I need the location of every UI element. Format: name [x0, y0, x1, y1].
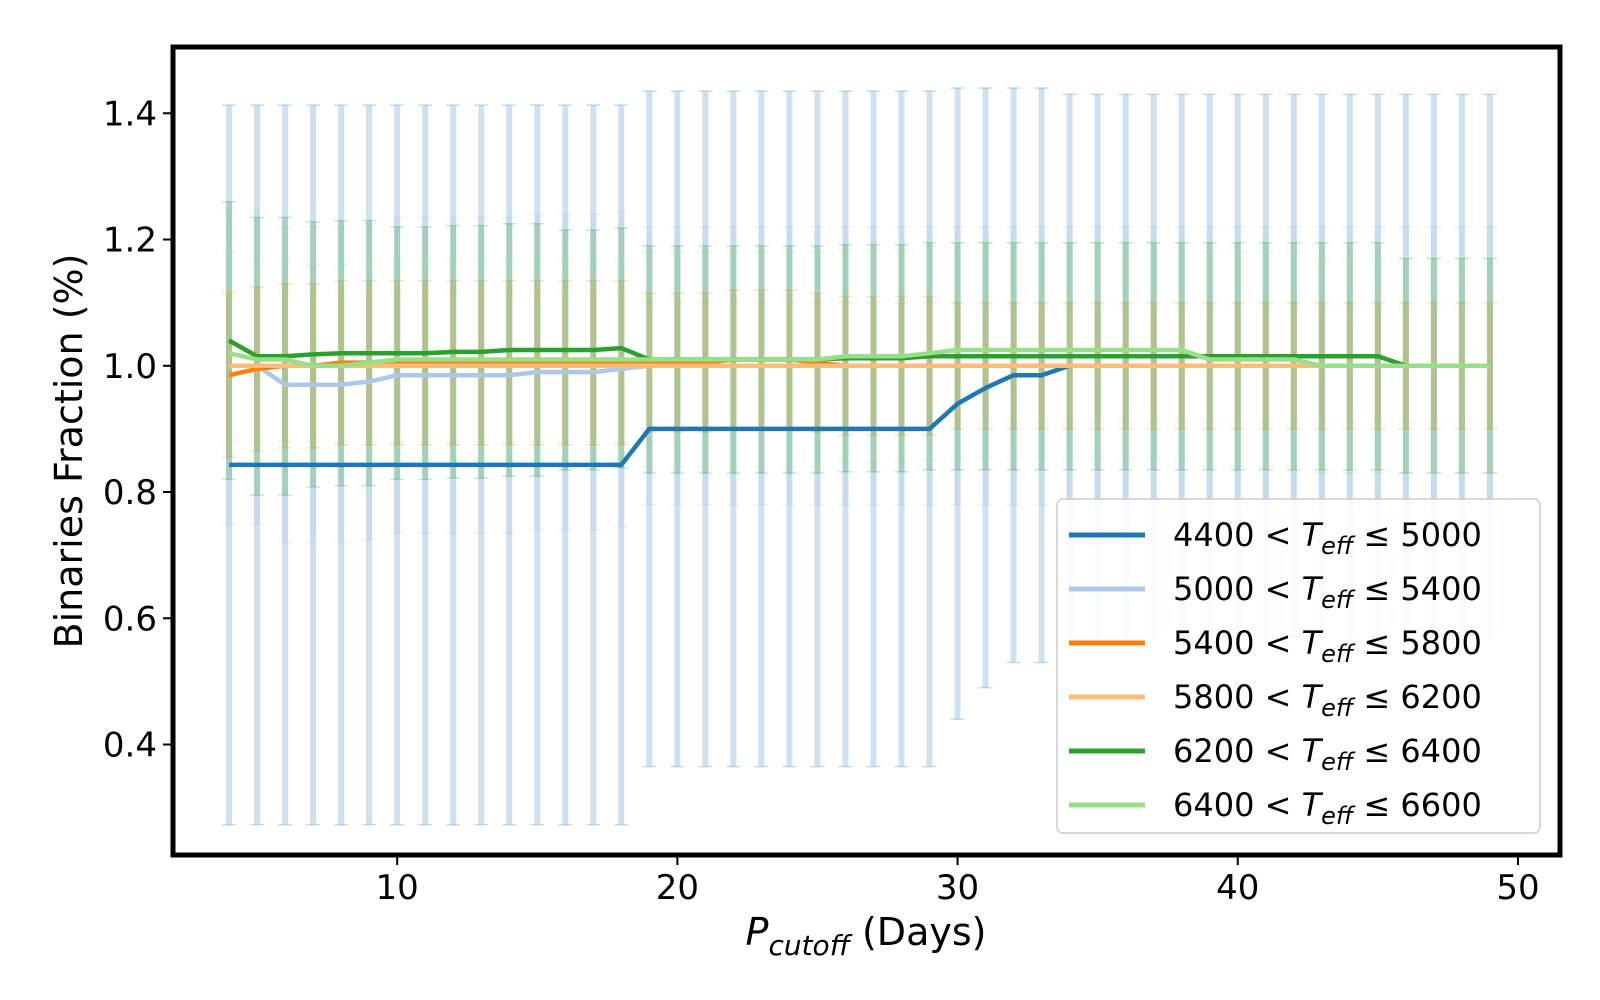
- x-axis-ticks: 10 20 30 40 50: [376, 855, 1540, 908]
- legend-label: 6200 < Teff ≤ 6400: [1173, 732, 1482, 776]
- x-tick-label: 30: [936, 868, 979, 908]
- series-line-2: [229, 363, 1490, 387]
- legend-box: [1056, 498, 1541, 834]
- series-line-1: [229, 363, 1490, 468]
- x-tick-label: 50: [1496, 868, 1539, 908]
- legend-entry-1: 4400 < Teff ≤ 5000: [1069, 516, 1482, 560]
- legend-entry-5: 6200 < Teff ≤ 6400: [1069, 732, 1482, 776]
- series-line-6: [228, 347, 1490, 369]
- legend-label: 4400 < Teff ≤ 5000: [1173, 516, 1482, 560]
- legend: 4400 < Teff ≤ 5000 5000 < Teff ≤ 5400 5400…: [1056, 498, 1541, 834]
- x-tick-label: 10: [376, 868, 419, 908]
- legend-label: 6400 < Teff ≤ 6600: [1173, 786, 1482, 830]
- x-tick-label: 40: [1216, 868, 1259, 908]
- series-lines: [227, 338, 1490, 468]
- legend-entry-6: 6400 < Teff ≤ 6600: [1069, 786, 1482, 830]
- x-axis-label-unit: (Days): [850, 910, 987, 954]
- error-bars-series-5: [222, 200, 1497, 496]
- legend-entry-3: 5400 < Teff ≤ 5800: [1069, 624, 1482, 668]
- legend-label: 5400 < Teff ≤ 5800: [1173, 624, 1482, 668]
- legend-label: 5800 < Teff ≤ 6200: [1173, 678, 1482, 722]
- legend-entry-4: 5800 < Teff ≤ 6200: [1069, 678, 1482, 722]
- y-axis-label: Binaries Fraction (%): [47, 254, 91, 649]
- y-axis-ticks: 0.4 0.6 0.8 1.0 1.2 1.4: [103, 94, 173, 766]
- x-axis-label-symbol: P: [746, 910, 769, 954]
- legend-label: 5000 < Teff ≤ 5400: [1173, 570, 1482, 614]
- y-tick-label: 1.4: [103, 94, 157, 134]
- y-tick-label: 0.8: [103, 473, 157, 513]
- plot-frame: [170, 44, 1563, 858]
- x-axis-label: Pcutoff (Days): [746, 910, 987, 962]
- y-tick-label: 0.4: [103, 726, 157, 766]
- y-tick-label: 1.0: [103, 347, 157, 387]
- y-tick-label: 0.6: [103, 599, 157, 639]
- legend-entry-2: 5000 < Teff ≤ 5400: [1069, 570, 1482, 614]
- x-tick-label: 20: [656, 868, 699, 908]
- y-tick-label: 1.2: [103, 221, 157, 261]
- x-axis-label-subscript: cutoff: [768, 929, 852, 962]
- legend-items: 4400 < Teff ≤ 5000 5000 < Teff ≤ 5400 5400…: [1069, 516, 1482, 830]
- error-bars-series-4: [222, 289, 1497, 443]
